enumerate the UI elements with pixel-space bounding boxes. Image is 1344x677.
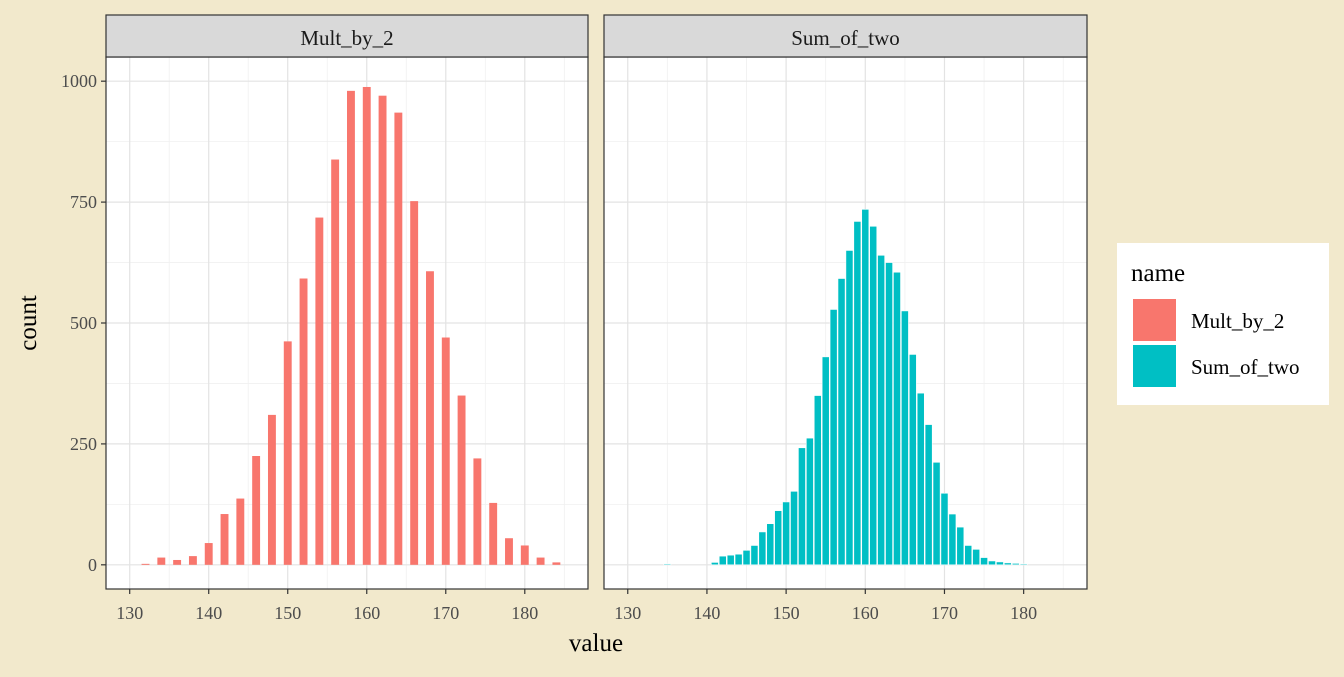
bar: [536, 557, 545, 565]
bar: [980, 557, 988, 566]
legend-label: Sum_of_two: [1191, 355, 1300, 379]
bar: [932, 461, 941, 566]
bar: [505, 538, 513, 565]
bar: [331, 159, 340, 565]
legend-label: Mult_by_2: [1191, 309, 1284, 333]
bar: [908, 354, 917, 566]
bar: [940, 492, 949, 566]
bar: [520, 545, 529, 565]
bar: [726, 554, 735, 566]
bar: [948, 513, 957, 566]
bar: [924, 424, 933, 566]
bar: [362, 86, 371, 565]
bar: [204, 543, 213, 565]
bar: [845, 250, 854, 566]
bar: [710, 562, 719, 566]
bar: [901, 310, 909, 566]
bar: [1019, 563, 1028, 566]
bar: [972, 549, 981, 566]
bar: [378, 95, 387, 565]
bar: [885, 262, 893, 566]
x-tick-label: 180: [511, 603, 538, 623]
x-tick-label: 150: [274, 603, 301, 623]
bar: [916, 392, 925, 566]
bar: [473, 458, 482, 565]
x-axis-title: value: [569, 630, 623, 657]
bar: [798, 447, 806, 566]
bar: [766, 523, 775, 566]
bar: [774, 510, 783, 566]
bar: [489, 502, 498, 565]
bar: [394, 112, 403, 565]
bar: [1011, 563, 1020, 566]
y-tick-label: 250: [70, 434, 97, 454]
bar: [829, 309, 838, 566]
x-tick-label: 170: [432, 603, 459, 623]
bar: [853, 221, 862, 566]
bar: [299, 278, 308, 565]
legend-key: [1133, 345, 1176, 387]
bar: [988, 560, 996, 566]
bar: [734, 553, 743, 566]
bar: [347, 90, 355, 565]
bar: [283, 341, 292, 565]
bar: [758, 531, 767, 566]
bar: [267, 414, 276, 565]
bar: [426, 271, 434, 565]
bar: [790, 491, 798, 566]
bar: [141, 563, 150, 565]
strip-label: Sum_of_two: [791, 26, 900, 50]
y-tick-label: 0: [88, 555, 97, 575]
x-tick-label: 180: [1010, 603, 1037, 623]
bar: [837, 278, 846, 566]
strip-background: [603, 14, 1088, 58]
bar: [877, 254, 885, 566]
x-tick-label: 140: [693, 603, 720, 623]
bar: [750, 545, 759, 566]
y-axis-title: count: [15, 295, 42, 351]
bar: [869, 225, 878, 566]
strip-label: Mult_by_2: [300, 26, 393, 50]
x-tick-label: 150: [773, 603, 800, 623]
x-tick-label: 130: [614, 603, 641, 623]
x-tick-label: 130: [116, 603, 143, 623]
y-tick-label: 1000: [61, 71, 97, 91]
bar: [173, 559, 182, 565]
legend-key: [1133, 299, 1176, 341]
bar: [188, 556, 197, 565]
bar: [157, 557, 166, 565]
bar: [252, 456, 261, 565]
bar: [996, 561, 1004, 566]
x-tick-label: 170: [931, 603, 958, 623]
bar: [552, 562, 561, 565]
bar: [821, 356, 830, 566]
bar: [1003, 562, 1012, 566]
bar: [663, 563, 672, 566]
bar: [410, 201, 419, 565]
bar: [964, 545, 973, 566]
bar: [742, 550, 751, 566]
legend-title: name: [1131, 260, 1185, 287]
bar: [457, 395, 466, 565]
strip-background: [105, 14, 589, 58]
x-tick-label: 160: [353, 603, 380, 623]
bar: [893, 271, 901, 566]
bar: [956, 526, 965, 566]
bar: [236, 498, 245, 565]
bar: [441, 337, 450, 565]
x-tick-label: 140: [195, 603, 222, 623]
y-tick-label: 500: [70, 313, 97, 333]
bar: [806, 437, 814, 566]
bar: [718, 555, 727, 566]
bar: [220, 514, 229, 565]
bar: [861, 209, 870, 566]
bar: [315, 217, 324, 565]
bar: [813, 395, 822, 566]
bar: [782, 501, 790, 566]
y-tick-label: 750: [70, 192, 97, 212]
x-tick-label: 160: [852, 603, 879, 623]
